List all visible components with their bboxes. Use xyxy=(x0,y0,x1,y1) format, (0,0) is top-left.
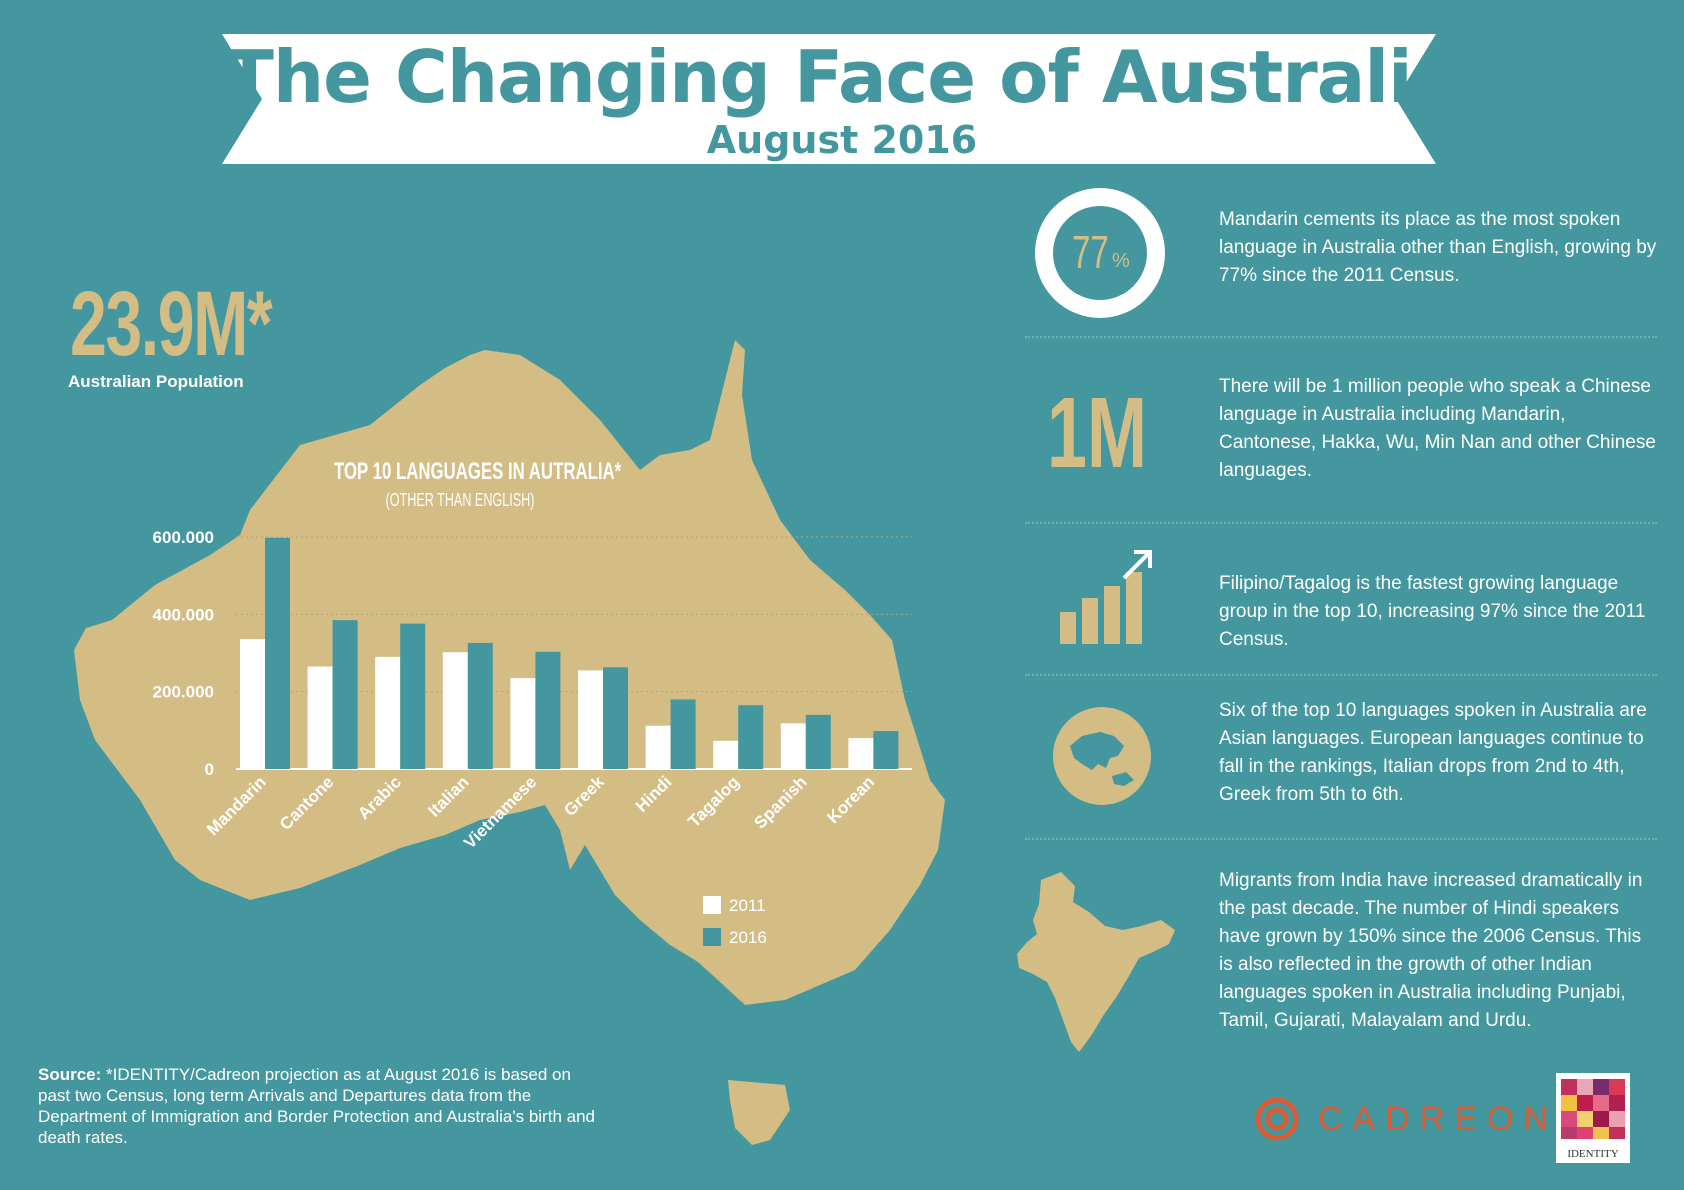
bar-2016-arabic xyxy=(400,623,426,769)
bar-2011-korean xyxy=(848,738,874,769)
identity-logo-mark xyxy=(1561,1079,1625,1139)
x-tick-label: Spanish xyxy=(750,772,810,832)
divider xyxy=(1025,336,1657,338)
fact-chinese: There will be 1 million people who speak… xyxy=(1219,376,1656,481)
bar-2011-mandarin xyxy=(240,639,265,769)
bar-2011-italian xyxy=(442,652,468,769)
page-subtitle: August 2016 xyxy=(706,118,978,162)
chart-title: TOP 10 LANGUAGES IN AUTRALIA* xyxy=(334,458,622,485)
divider xyxy=(1025,674,1657,676)
population-value: 23.9M* xyxy=(70,273,273,375)
x-tick-label: Italian xyxy=(424,772,472,820)
bar-2016-vietnamese xyxy=(535,651,561,769)
bar-2011-cantone xyxy=(307,666,333,769)
fact-mandarin: Mandarin cements its place as the most s… xyxy=(1219,209,1657,286)
donut-percent-unit: % xyxy=(1112,250,1130,272)
y-tick-label: 600.000 xyxy=(153,528,214,547)
bar-2011-hindi xyxy=(645,725,671,769)
source-label: Source: xyxy=(38,1065,102,1084)
fact-asian-languages: Six of the top 10 languages spoken in Au… xyxy=(1219,700,1647,805)
cadreon-logo: CADREON xyxy=(1318,1100,1559,1138)
x-tick-label: Tagalog xyxy=(684,772,743,831)
y-tick-label: 400.000 xyxy=(153,605,214,624)
legend-label-2011: 2011 xyxy=(729,896,766,915)
y-tick-label: 0 xyxy=(205,760,214,779)
divider xyxy=(1025,522,1657,524)
globe-asia-icon xyxy=(1053,707,1151,805)
source-text: *IDENTITY/Cadreon projection as at Augus… xyxy=(38,1065,595,1147)
donut-percent-label: 77 xyxy=(1072,226,1109,278)
bar-2016-korean xyxy=(873,731,899,769)
x-tick-label: Arabic xyxy=(354,772,405,823)
identity-logo-text: IDENTITY xyxy=(1567,1148,1619,1160)
population-label: Australian Population xyxy=(68,372,244,391)
divider xyxy=(1025,838,1657,840)
growth-chart-icon xyxy=(1060,550,1152,644)
bar-2011-vietnamese xyxy=(510,678,536,769)
bar-2011-greek xyxy=(578,670,603,769)
bar-2016-mandarin xyxy=(265,537,290,769)
title-banner xyxy=(222,34,1436,164)
cadreon-logo-icon xyxy=(1255,1097,1299,1141)
x-tick-label: Greek xyxy=(560,772,608,820)
source-note: Source: *IDENTITY/Cadreon projection as … xyxy=(38,1064,598,1148)
bar-2016-italian xyxy=(467,642,493,769)
bar-2011-arabic xyxy=(375,656,401,769)
bar-2016-hindi xyxy=(670,699,696,769)
india-map-icon xyxy=(1017,872,1175,1052)
bar-2011-spanish xyxy=(780,723,806,769)
chart-subtitle: (OTHER THAN ENGLISH) xyxy=(385,490,535,510)
x-tick-label: Hindi xyxy=(632,772,675,815)
identity-logo: IDENTITY xyxy=(1556,1073,1630,1163)
legend-label-2016: 2016 xyxy=(729,928,767,947)
x-tick-label: Mandarin xyxy=(203,772,270,839)
bar-2016-greek xyxy=(603,667,628,769)
fact-tagalog: Filipino/Tagalog is the fastest growing … xyxy=(1219,573,1646,650)
x-tick-label: Vietnamese xyxy=(460,772,540,852)
bar-2016-cantone xyxy=(332,620,358,769)
fact-india: Migrants from India have increased drama… xyxy=(1219,870,1643,1031)
million-icon: 1M xyxy=(1047,377,1148,489)
legend-swatch-2011 xyxy=(703,896,721,914)
legend-swatch-2016 xyxy=(703,928,721,946)
donut-77-icon xyxy=(1035,188,1165,318)
x-tick-label: Korean xyxy=(823,772,878,827)
y-tick-label: 200.000 xyxy=(153,683,214,702)
bar-2011-tagalog xyxy=(713,740,739,769)
x-tick-label: Cantone xyxy=(276,772,338,834)
bar-2016-tagalog xyxy=(738,705,764,769)
bar-2016-spanish xyxy=(805,714,831,769)
page-title: The Changing Face of Australia xyxy=(224,35,1461,119)
